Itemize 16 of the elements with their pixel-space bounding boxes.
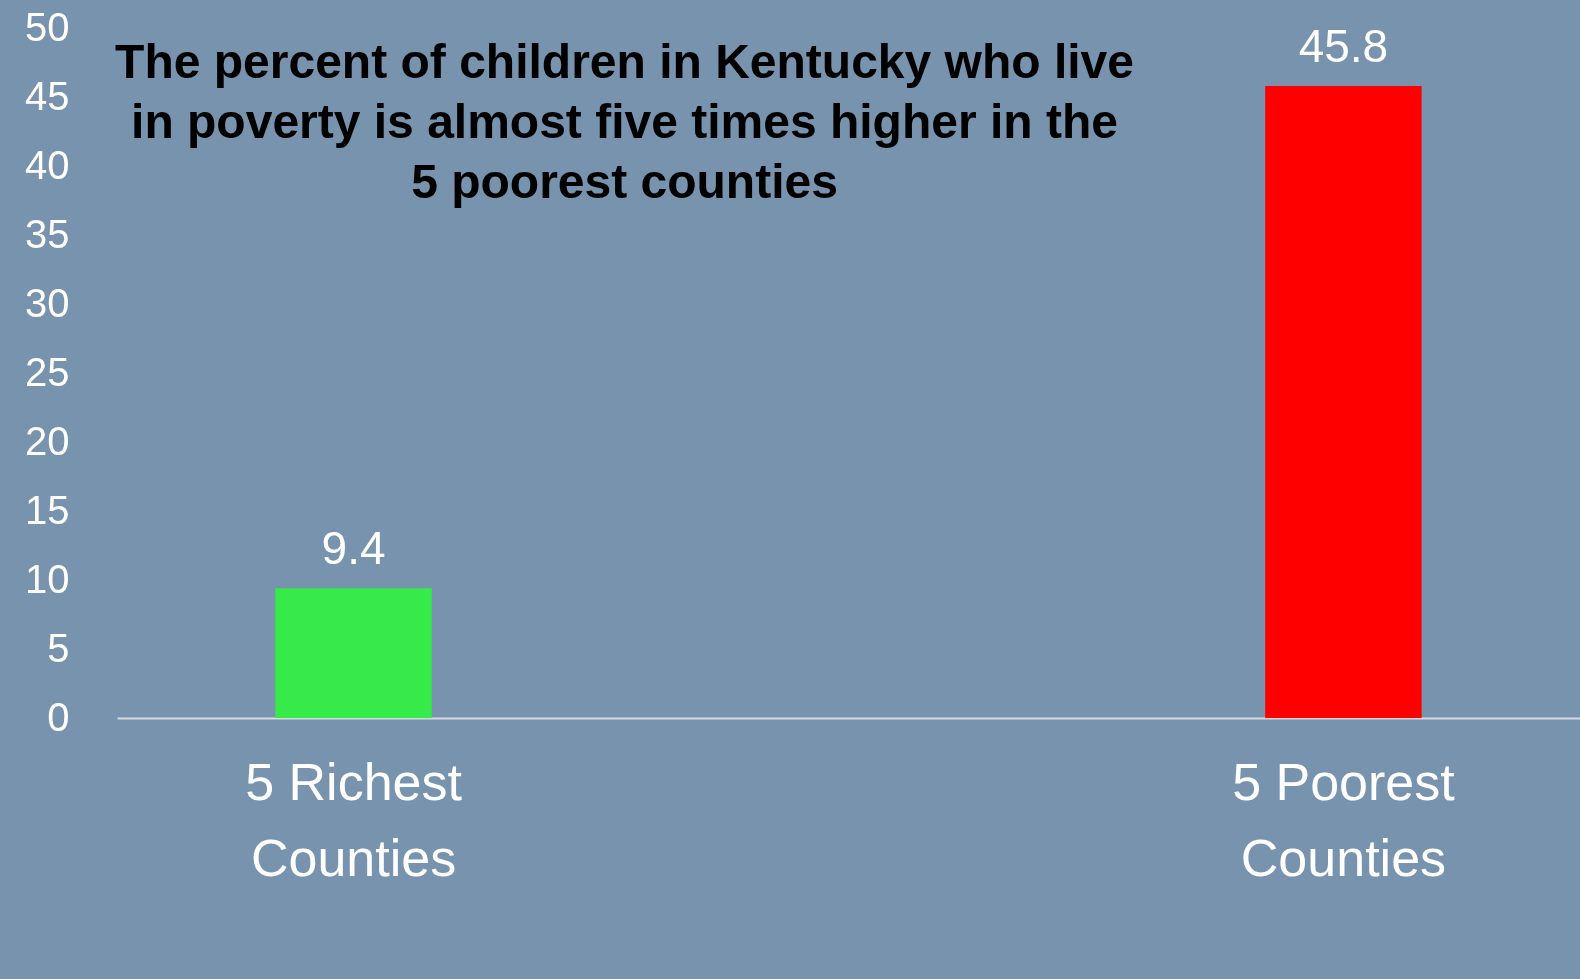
y-tick-label: 5 xyxy=(47,625,70,670)
text: The percent of children in Kentucky who live in poverty is almost five times higher in the 5 poorest counties xyxy=(115,35,1134,208)
y-tick-label: 45 xyxy=(25,73,70,118)
data-label: 45.8 xyxy=(1298,19,1389,72)
y-tick-label: 25 xyxy=(25,349,70,394)
y-tick-label: 40 xyxy=(25,142,70,187)
y-tick-label: 0 xyxy=(47,694,70,739)
y-tick-label: 30 xyxy=(25,280,70,325)
data-label: 9.4 xyxy=(321,522,386,575)
x-tick-label: 5 Poorest Counties xyxy=(1232,752,1456,887)
y-tick-label: 10 xyxy=(25,556,70,601)
y-tick-label: 35 xyxy=(25,211,70,256)
y-tick-label: 50 xyxy=(25,4,70,49)
y-tick-label: 15 xyxy=(25,487,70,532)
y-tick-label: 20 xyxy=(25,418,70,463)
x-tick-label: 5 Richest Counties xyxy=(245,752,463,887)
